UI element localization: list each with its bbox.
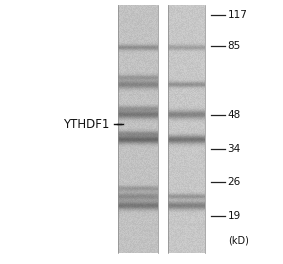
Text: 85: 85: [228, 41, 241, 51]
Text: (kD): (kD): [228, 235, 248, 245]
Text: 48: 48: [228, 110, 241, 120]
Text: 19: 19: [228, 211, 241, 221]
Text: 26: 26: [228, 177, 241, 187]
Text: 117: 117: [228, 10, 248, 20]
Text: YTHDF1: YTHDF1: [63, 117, 110, 131]
Text: 34: 34: [228, 144, 241, 154]
